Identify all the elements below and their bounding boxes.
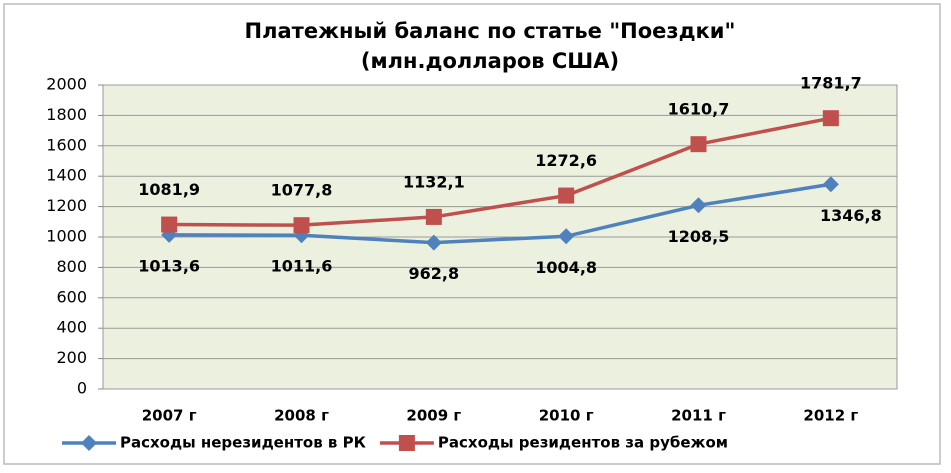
legend-label: Расходы нерезидентов в РК [120,434,367,452]
value-label: 1208,5 [668,227,730,246]
x-tick-label: 2010 г [539,407,594,425]
marker [425,234,442,251]
legend-marker [81,435,97,451]
y-tick-label: 1800 [46,105,87,124]
value-label: 1013,6 [138,256,200,275]
y-tick-label: 0 [77,379,87,398]
x-tick-label: 2009 г [406,407,461,425]
y-tick-label: 1600 [46,135,87,154]
value-label: 1004,8 [535,258,597,277]
legend-marker [398,435,415,451]
value-label: 962,8 [409,264,460,283]
value-label: 1081,9 [138,180,200,199]
chart-title: Платежный баланс по статье "Поездки" [245,19,736,43]
value-label: 1132,1 [403,172,465,191]
value-label: 1011,6 [271,257,333,276]
y-tick-label: 1400 [46,166,87,185]
x-tick-label: 2012 г [803,407,858,425]
value-label: 1346,8 [820,206,882,225]
marker [822,110,839,127]
y-tick-label: 2000 [46,75,87,94]
marker [293,217,310,234]
marker [690,197,707,214]
y-tick-label: 600 [56,287,87,306]
y-tick-label: 800 [56,257,87,276]
marker [822,176,839,193]
marker [161,216,178,233]
marker [425,208,442,225]
value-label: 1610,7 [668,100,730,119]
value-label: 1272,6 [535,151,597,170]
y-tick-label: 1200 [46,196,87,215]
x-tick-label: 2011 г [671,407,726,425]
x-tick-label: 2008 г [274,407,329,425]
value-label: 1077,8 [271,181,333,200]
y-tick-label: 400 [56,318,87,337]
y-tick-label: 200 [56,348,87,367]
series-line [169,182,832,245]
value-label: 1781,7 [800,74,862,93]
series-line [169,116,832,227]
marker [558,228,575,245]
y-tick-label: 1000 [46,227,87,246]
x-tick-label: 2007 г [142,407,197,425]
marker [558,187,575,204]
legend-label: Расходы резидентов за рубежом [438,434,728,452]
chart-subtitle: (млн.долларов США) [361,49,619,73]
marker [690,136,707,153]
